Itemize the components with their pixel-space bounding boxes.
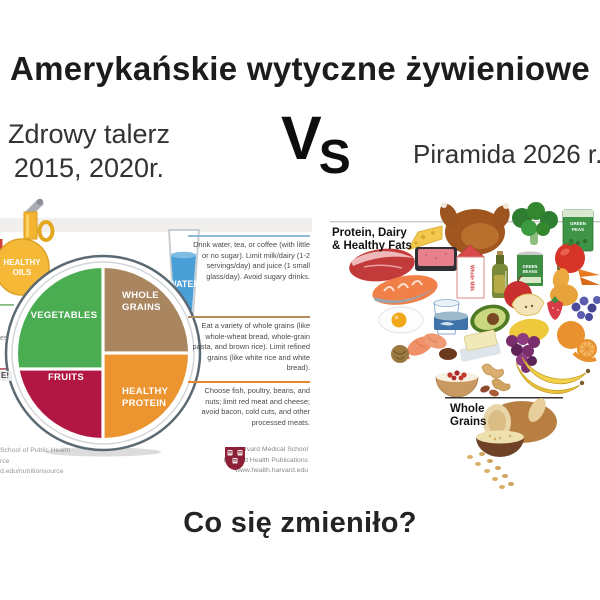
peas-text-line1: GREEN — [570, 221, 586, 226]
bottom-question: Co się zmieniło? — [183, 507, 417, 539]
whole-grains-label-line1: WHOLE — [122, 290, 159, 301]
protein-dairy-fats-label-line2: & Healthy Fats — [332, 240, 412, 252]
salmon-icon — [372, 275, 438, 305]
carrots-icon — [578, 269, 600, 285]
vs-letter-s: S — [318, 131, 351, 184]
pointer-line-red-vertical — [0, 239, 3, 255]
apple-slice-icon — [511, 293, 545, 316]
right-heading: Piramida 2026 r. — [413, 139, 600, 169]
food-pyramid-graphic: GREEN PEAS Whole Milk — [330, 202, 600, 489]
healthy-plate-figure: HEALTHY OILS WATER VEGET — [0, 195, 312, 490]
water-advice-text: Drink water, tea, or coffee (with little… — [188, 235, 310, 282]
peas-text-line2: PEAS — [572, 227, 584, 232]
left-heading-line2: 2015, 2020r. — [13, 153, 165, 184]
vs-label: VS — [281, 104, 351, 182]
whole-grains-label-line2: GRAINS — [122, 302, 161, 313]
whole-grains-collage-label-line2: Grains — [450, 416, 486, 428]
walnut-icon — [391, 345, 409, 363]
tomato-icon — [555, 240, 585, 273]
almonds-icon — [480, 385, 499, 397]
grapes-icon — [506, 333, 540, 373]
turkey-icon — [439, 202, 510, 255]
protein-advice-text: Choose fish, poultry, beans, and nuts; l… — [188, 381, 310, 428]
oils-label-line2: OILS — [13, 268, 32, 277]
healthy-protein-label-line1: HEALTHY — [122, 386, 169, 397]
milk-text: Whole Milk — [469, 265, 475, 291]
grains-advice-text: Eat a variety of whole grains (like whol… — [188, 316, 310, 374]
whole-grains-collage-label-line1: Whole — [450, 403, 485, 415]
cheese-icon — [407, 225, 443, 251]
plate-icon: VEGETABLES FRUITS WHOLE GRAINS HEALTHY P… — [4, 254, 202, 457]
beans-text-line1: GREEN — [523, 264, 538, 269]
grains-pointer-line — [445, 397, 563, 399]
stay-active-badge-fragment: E! — [0, 371, 12, 381]
bananas-icon — [515, 356, 591, 394]
green-beans-can-icon: GREEN BEANS — [517, 251, 543, 286]
harvard-chan-credit: School of Public Health rce d.edu/nutrit… — [0, 447, 71, 476]
header-band — [0, 218, 312, 232]
protein-dairy-fats-label-line1: Protein, Dairy — [332, 227, 407, 239]
scattered-grains-icon — [467, 452, 514, 489]
vegetables-label: VEGETABLES — [31, 310, 98, 321]
pointer-line-green — [0, 304, 14, 306]
fruits-label: FRUITS — [48, 372, 84, 383]
oils-label-line1: HEALTHY — [3, 258, 41, 267]
vs-letter-v: V — [281, 104, 322, 172]
steak-icon — [349, 248, 415, 282]
ground-meat-icon — [415, 247, 457, 271]
whole-milk-carton-icon: Whole Milk — [455, 244, 486, 299]
orange-icon — [557, 321, 597, 363]
healthy-plate-graphic: HEALTHY OILS WATER VEGET — [0, 198, 312, 457]
harvard-medical-credit: Harvard Medical School Harvard Health Pu… — [223, 446, 308, 475]
olive-oil-bottle-icon — [492, 251, 508, 298]
tuna-can-icon — [434, 311, 468, 330]
left-edge-text-fragment: es — [0, 335, 8, 342]
avocado-icon — [470, 304, 510, 334]
pointer-line-red — [0, 368, 11, 370]
strawberry-icon — [547, 296, 563, 320]
fried-egg-icon — [378, 306, 424, 334]
broccoli-icon — [512, 202, 558, 245]
healthy-protein-label-line2: PROTEIN — [122, 398, 166, 409]
berry-bowl-icon — [435, 370, 479, 398]
food-pyramid-figure: GREEN PEAS Whole Milk — [330, 195, 600, 495]
butter-icon — [459, 329, 501, 362]
harvard-crest-icon — [224, 447, 245, 470]
beans-text-line2: BEANS — [523, 269, 538, 274]
left-heading: Zdrowy talerz 2015, 2020r. — [0, 117, 178, 185]
date-icon — [439, 348, 457, 360]
water-label: WATER — [168, 279, 200, 289]
left-heading-line1: Zdrowy talerz — [7, 119, 171, 149]
oat-bowl-icon — [476, 430, 524, 457]
peanuts-icon — [481, 363, 511, 392]
page-title: Amerykańskie wytyczne żywieniowe — [9, 50, 591, 87]
blueberries-icon — [571, 296, 600, 321]
